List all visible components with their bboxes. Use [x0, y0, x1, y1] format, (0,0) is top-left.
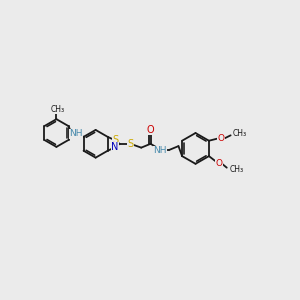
Text: N: N: [112, 142, 119, 152]
Text: NH: NH: [153, 146, 166, 155]
Text: O: O: [218, 134, 225, 143]
Text: CH₃: CH₃: [50, 105, 64, 114]
Text: CH₃: CH₃: [233, 129, 247, 138]
Text: NH: NH: [69, 129, 82, 138]
Text: S: S: [112, 135, 118, 145]
Text: O: O: [147, 125, 154, 135]
Text: CH₃: CH₃: [230, 166, 244, 175]
Text: S: S: [128, 139, 134, 149]
Text: O: O: [215, 159, 223, 168]
